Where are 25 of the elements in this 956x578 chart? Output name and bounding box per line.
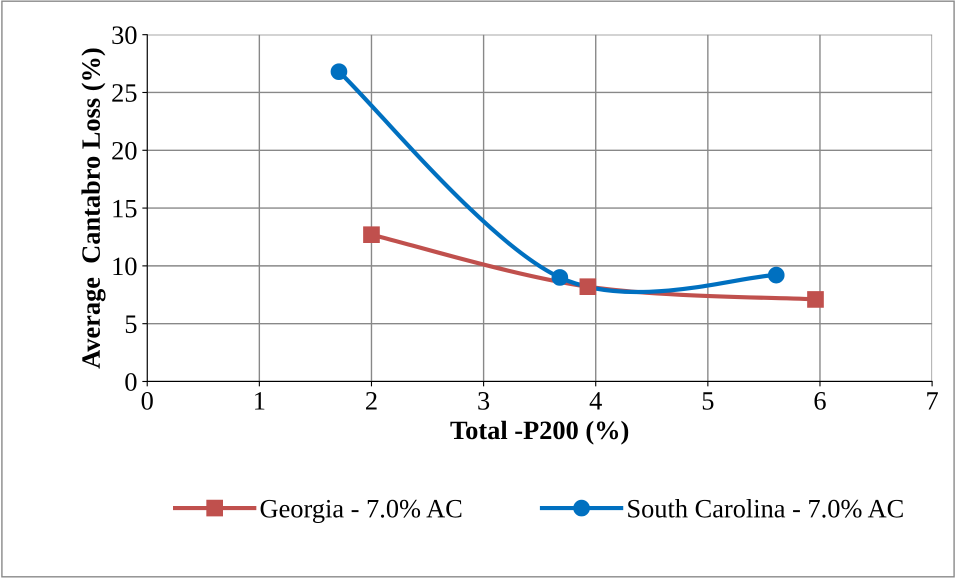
x-tick-label: 0 (142, 392, 153, 410)
point (580, 278, 596, 296)
point (768, 266, 785, 284)
y-axis-title: Average Cantabro Loss (%) (81, 48, 106, 369)
x-tick-label: 7 (927, 392, 938, 410)
x-tick-label: 1 (255, 392, 264, 410)
legend-label: South Carolina - 7.0% AC (628, 499, 903, 518)
x-tick-label: 2 (366, 392, 377, 410)
x-axis-title: Total -P200 (%) (450, 420, 628, 445)
y-tick-label: 5 (126, 316, 136, 334)
y-tick-label: 15 (113, 200, 136, 218)
legend-label: Georgia - 7.0% AC (260, 500, 462, 524)
x-tick-label: 5 (702, 392, 714, 410)
point (552, 269, 568, 286)
y-tick-label: 0 (125, 373, 136, 391)
y-tick-label: 30 (112, 26, 136, 44)
y-tick-label: 20 (112, 142, 136, 160)
x-tick-label: 6 (814, 392, 826, 410)
point (363, 226, 380, 243)
x-tick-label: 3 (478, 392, 490, 410)
point (807, 291, 824, 308)
point (330, 63, 348, 80)
x-tick-label: 4 (590, 392, 602, 410)
y-tick-label: 10 (113, 257, 136, 276)
y-tick-label: 25 (112, 84, 136, 102)
